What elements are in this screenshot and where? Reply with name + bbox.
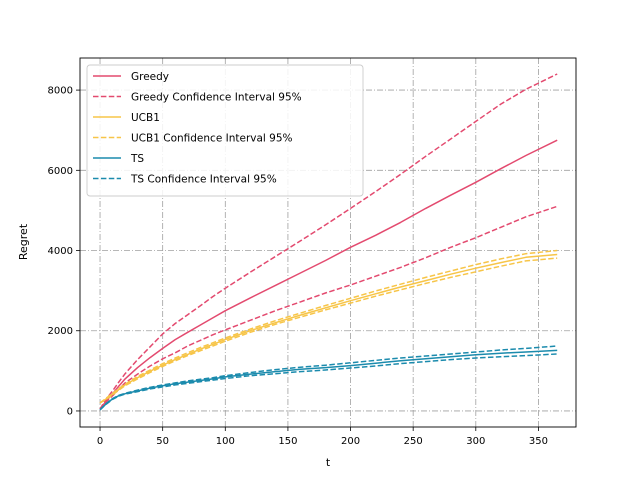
series-line-2 [99,205,558,410]
legend-label: TS [130,153,144,165]
y-tick-label: 8000 [48,86,73,97]
legend-label: UCB1 [131,112,160,124]
legend: Greedy Greedy Confidence Interval 95% UCB1… [86,64,364,197]
y-axis-label: Regret [17,223,30,260]
y-tick-label: 4000 [48,246,73,257]
series-line-7 [99,345,558,411]
x-tick-label: 200 [341,436,360,447]
x-tick-label: 150 [278,436,297,447]
series-line-1 [99,73,558,410]
x-tick-label: 50 [156,436,169,447]
legend-label: Greedy Confidence Interval 95% [131,92,302,104]
series-line-0 [99,139,558,410]
y-tick-label: 6000 [48,166,73,177]
legend-label: Greedy [131,71,169,83]
x-tick-label: 300 [466,436,485,447]
legend-box [86,64,364,197]
x-tick-label: 100 [216,436,235,447]
x-axis-ticks: 0 50 100 150 200 250 300 350 [97,427,548,447]
x-tick-label: 350 [529,436,548,447]
series-line-8 [99,353,558,411]
x-tick-label: 250 [404,436,423,447]
y-tick-label: 0 [67,406,73,417]
series-line-4 [99,249,558,404]
y-axis-ticks: 0 2000 4000 6000 8000 [48,86,80,417]
y-tick-label: 2000 [48,326,73,337]
series-lines [99,73,558,411]
x-tick-label: 0 [97,436,103,447]
legend-label: UCB1 Confidence Interval 95% [131,133,293,145]
series-line-5 [99,257,558,404]
x-axis-label: t [326,456,331,469]
legend-label: TS Confidence Interval 95% [130,174,277,186]
plot-frame [79,57,577,428]
